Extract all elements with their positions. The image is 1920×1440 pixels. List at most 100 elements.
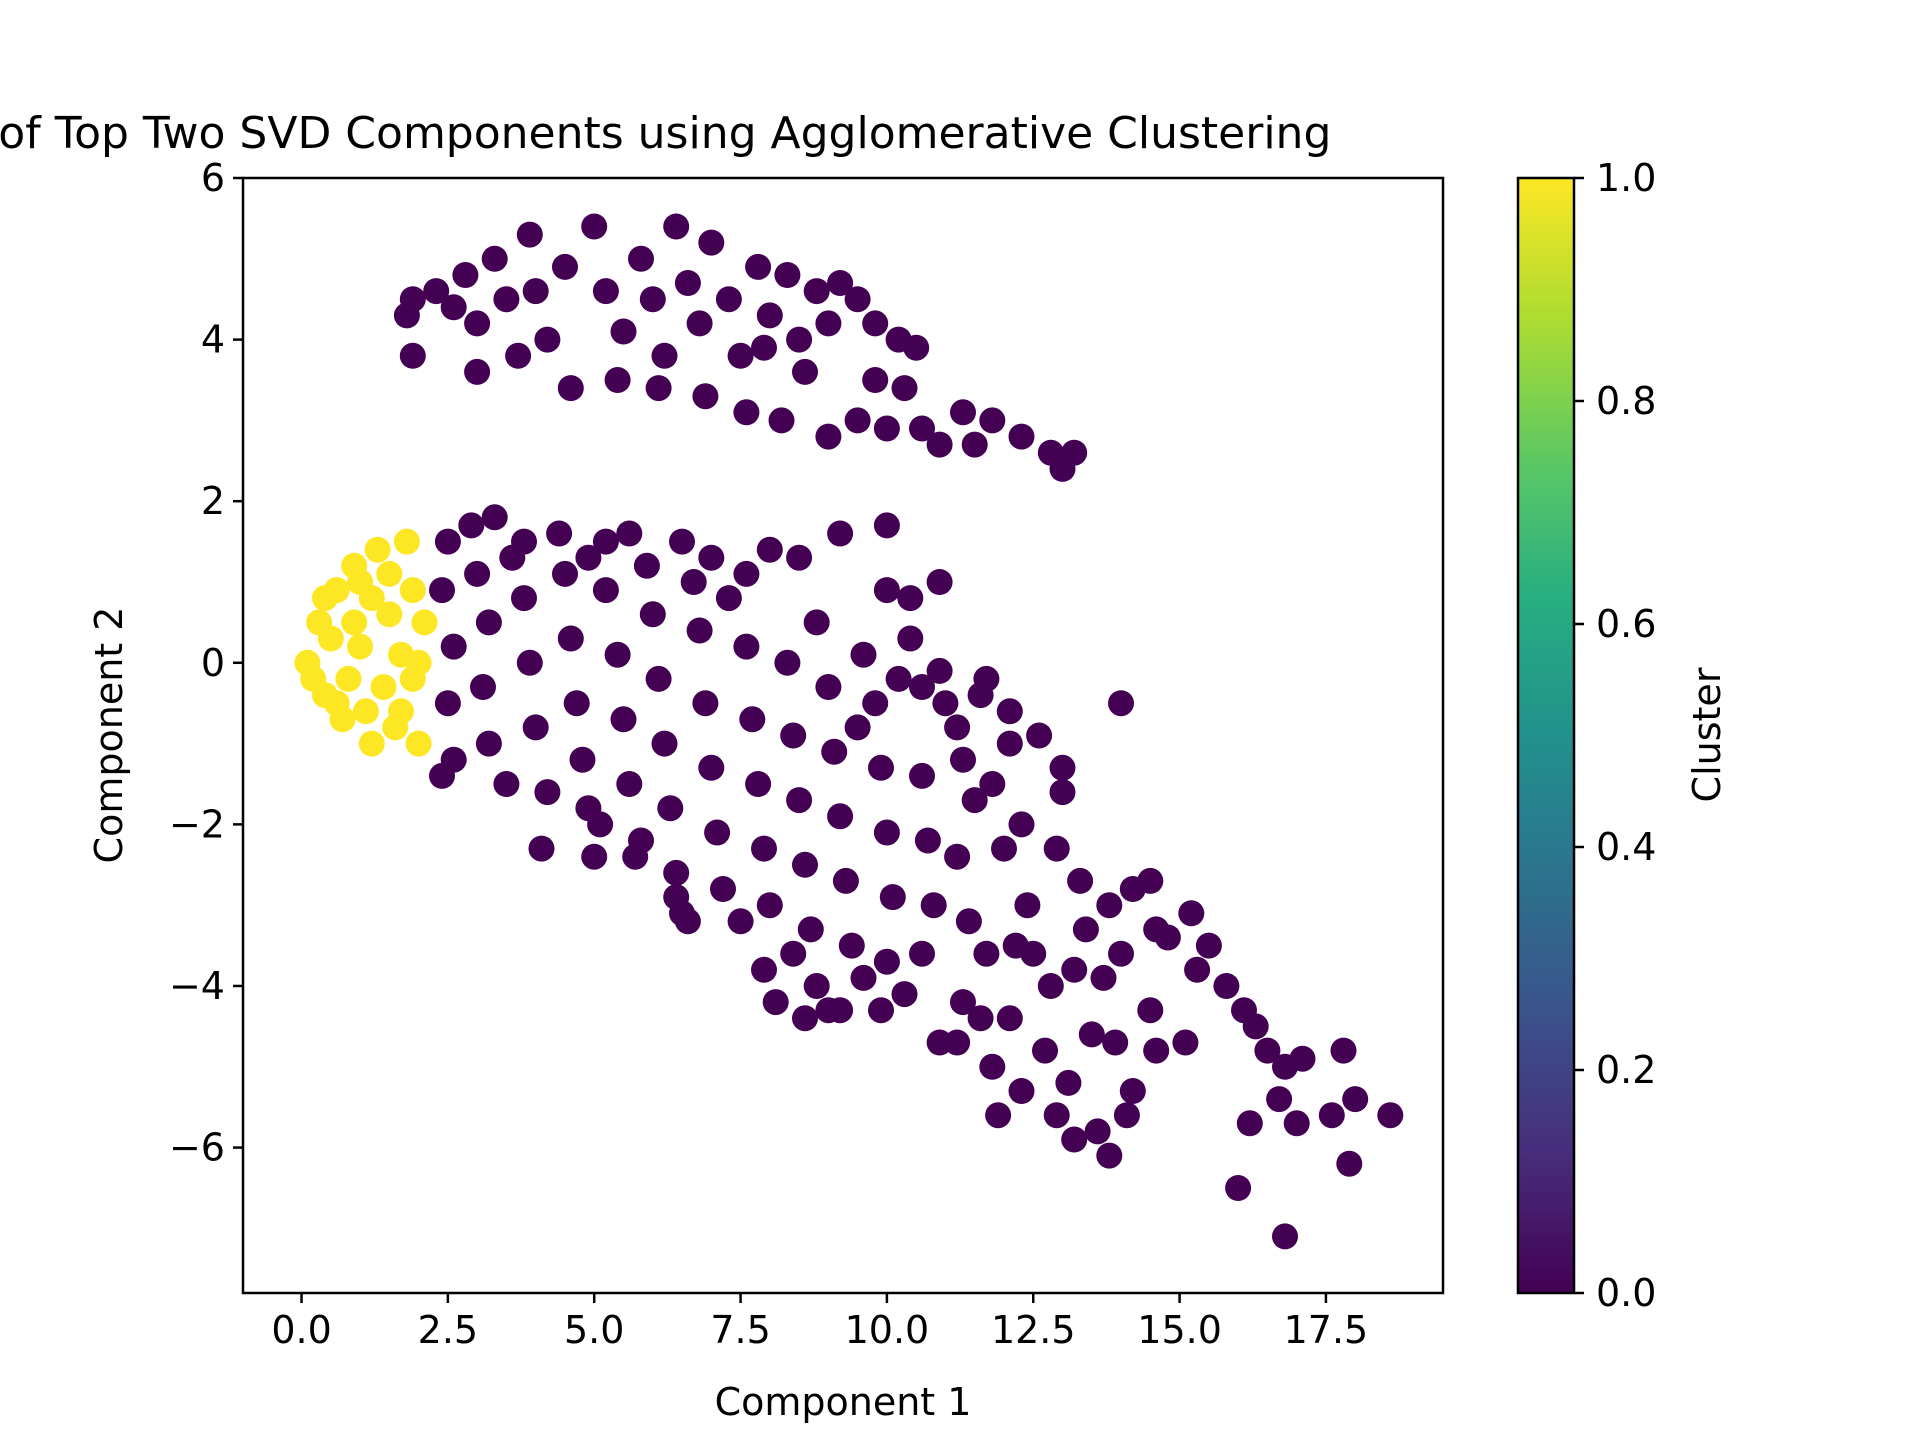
scatter-point-cluster-0 <box>1119 1078 1146 1104</box>
scatter-point-cluster-0 <box>552 560 578 587</box>
scatter-point-cluster-0 <box>692 690 719 717</box>
scatter-point-cluster-0 <box>692 383 719 410</box>
scatter-point-cluster-0 <box>1037 973 1064 999</box>
scatter-point-cluster-0 <box>1008 1078 1035 1104</box>
scatter-point-cluster-1 <box>411 609 438 636</box>
y-tick-label: 2 <box>201 479 225 523</box>
scatter-point-cluster-0 <box>897 625 924 652</box>
scatter-point-cluster-0 <box>745 771 772 797</box>
scatter-point-cluster-0 <box>440 633 467 660</box>
scatter-point-cluster-0 <box>979 771 1006 797</box>
x-tick-label: 12.5 <box>991 1308 1076 1352</box>
scatter-point-cluster-0 <box>715 585 742 612</box>
colorbar <box>1516 176 1576 1295</box>
scatter-point-cluster-0 <box>557 625 584 652</box>
scatter-point-cluster-0 <box>780 722 807 749</box>
scatter-point-cluster-1 <box>335 665 362 692</box>
scatter-point-cluster-0 <box>950 399 976 426</box>
y-tick-label: −2 <box>169 802 225 846</box>
scatter-point-cluster-0 <box>862 367 889 393</box>
scatter-point-cluster-0 <box>973 940 1000 967</box>
scatter-point-cluster-0 <box>991 835 1017 862</box>
scatter-point-cluster-0 <box>1377 1102 1404 1129</box>
scatter-point-cluster-0 <box>1067 867 1094 894</box>
scatter-point-cluster-0 <box>838 932 865 959</box>
scatter-point-cluster-0 <box>399 342 426 369</box>
scatter-point-cluster-0 <box>1184 956 1211 983</box>
colorbar-tick-label: 0.8 <box>1596 379 1656 423</box>
scatter-point-cluster-1 <box>364 536 391 563</box>
scatter-point-cluster-0 <box>493 771 520 797</box>
scatter-point-cluster-0 <box>932 690 959 717</box>
scatter-point-cluster-0 <box>862 310 889 337</box>
scatter-point-cluster-0 <box>1026 722 1053 749</box>
scatter-point-cluster-0 <box>563 690 590 717</box>
colorbar-tick-label: 0.2 <box>1596 1048 1656 1092</box>
scatter-point-cluster-0 <box>470 674 496 700</box>
x-tick-label: 0.0 <box>271 1308 331 1352</box>
scatter-point-cluster-0 <box>868 997 894 1024</box>
points-cluster-1 <box>294 528 438 757</box>
scatter-point-cluster-0 <box>522 714 549 741</box>
colorbar-tick-label: 0.6 <box>1596 602 1656 646</box>
scatter-point-cluster-0 <box>575 544 602 571</box>
scatter-point-cluster-0 <box>996 730 1023 757</box>
scatter-point-cluster-0 <box>698 754 725 781</box>
scatter-point-cluster-0 <box>423 278 450 305</box>
scatter-point-cluster-0 <box>1014 892 1041 919</box>
scatter-point-cluster-0 <box>592 577 619 604</box>
scatter-point-cluster-0 <box>827 270 854 296</box>
scatter-point-cluster-1 <box>405 730 432 757</box>
scatter-point-cluster-0 <box>464 358 491 385</box>
scatter-point-cluster-0 <box>909 415 935 442</box>
scatter-point-cluster-1 <box>312 585 338 612</box>
x-axis: 0.0 2.5 5.0 7.5 10.0 12.5 15.0 17.5 <box>271 1293 1368 1352</box>
scatter-point-cluster-1 <box>323 690 350 717</box>
colorbar-tick-label: 0.4 <box>1596 825 1656 869</box>
scatter-point-cluster-0 <box>452 262 479 288</box>
scatter-point-cluster-0 <box>616 771 643 797</box>
scatter-point-cluster-0 <box>592 528 619 555</box>
scatter-point-cluster-0 <box>1272 1223 1298 1250</box>
scatter-point-cluster-0 <box>633 552 660 579</box>
scatter-point-cluster-0 <box>674 908 701 935</box>
scatter-point-cluster-0 <box>821 738 848 765</box>
scatter-point-cluster-0 <box>1178 900 1205 927</box>
scatter-point-cluster-0 <box>844 714 871 741</box>
scatter-point-cluster-0 <box>686 310 713 337</box>
scatter-point-cluster-0 <box>587 811 614 838</box>
scatter-point-cluster-0 <box>429 577 455 604</box>
points-cluster-0 <box>393 213 1404 1250</box>
scatter-point-cluster-0 <box>569 746 596 773</box>
scatter-point-cluster-1 <box>317 625 344 652</box>
scatter-point-cluster-0 <box>528 835 555 862</box>
scatter-point-cluster-0 <box>534 326 561 353</box>
scatter-point-cluster-0 <box>604 641 631 668</box>
scatter-point-cluster-0 <box>1049 779 1076 806</box>
scatter-point-cluster-0 <box>1137 997 1164 1024</box>
scatter-point-cluster-0 <box>815 674 842 700</box>
scatter-point-cluster-0 <box>1084 1118 1111 1145</box>
scatter-point-cluster-0 <box>774 262 801 288</box>
scatter-point-cluster-0 <box>616 520 643 547</box>
scatter-point-cluster-0 <box>803 278 830 305</box>
scatter-point-cluster-0 <box>979 407 1006 434</box>
y-tick-label: 0 <box>201 641 225 685</box>
scatter-point-cluster-0 <box>511 585 537 612</box>
y-tick-label: 4 <box>201 318 225 362</box>
scatter-point-cluster-0 <box>727 342 754 369</box>
scatter-point-cluster-1 <box>347 633 374 660</box>
scatter-point-cluster-0 <box>967 1005 994 1032</box>
scatter-point-cluster-0 <box>434 690 461 717</box>
scatter-point-cluster-0 <box>792 1005 818 1032</box>
scatter-point-cluster-0 <box>1143 1037 1170 1064</box>
colorbar-label: Cluster <box>1685 667 1729 802</box>
scatter-point-cluster-0 <box>1336 1150 1363 1177</box>
scatter-point-cluster-0 <box>645 665 672 692</box>
scatter-point-cluster-0 <box>850 641 877 668</box>
scatter-point-cluster-0 <box>850 964 877 991</box>
scatter-point-cluster-0 <box>751 334 777 361</box>
scatter-point-cluster-0 <box>1318 1102 1345 1129</box>
chart-title: Scatter Plot of Top Two SVD Components u… <box>0 108 1331 159</box>
